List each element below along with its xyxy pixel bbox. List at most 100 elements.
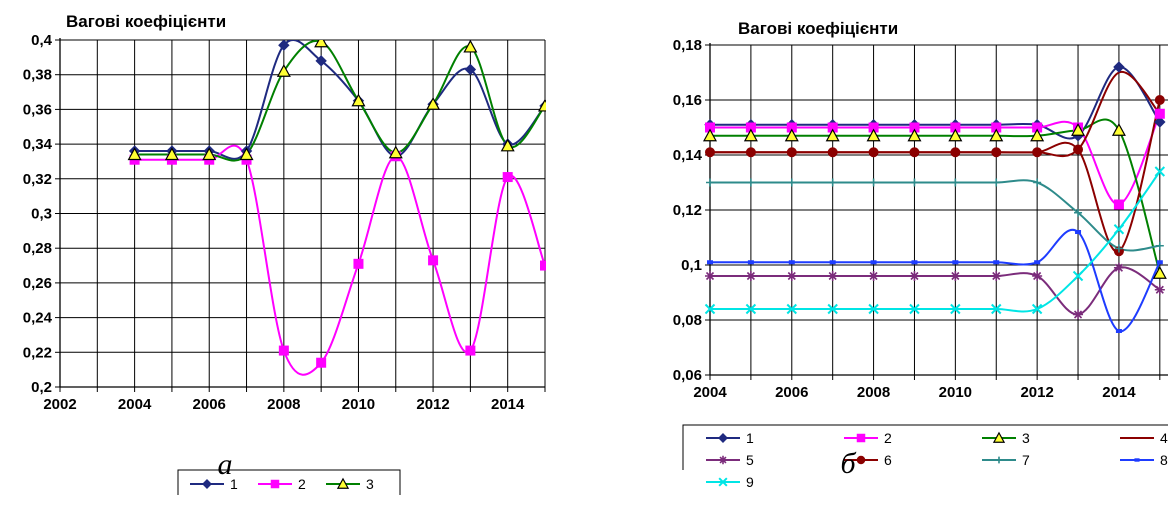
data-point-series-5 xyxy=(1073,309,1084,320)
data-point-series-2 xyxy=(502,172,513,183)
data-point-series-3 xyxy=(127,147,142,161)
data-point-series-6 xyxy=(909,147,920,158)
data-point-series-5 xyxy=(1154,284,1165,295)
series-line-8 xyxy=(710,228,1161,333)
data-point-series-8 xyxy=(1115,329,1122,333)
legend-label-2: 2 xyxy=(884,430,892,446)
legend-label-1: 1 xyxy=(230,476,238,492)
data-point-series-7 xyxy=(1074,208,1083,217)
data-point-series-6 xyxy=(827,147,838,158)
data-point-series-9 xyxy=(786,303,797,315)
data-point-series-3 xyxy=(500,138,515,152)
data-point-series-3 xyxy=(825,128,840,142)
data-point-series-7 xyxy=(951,178,960,187)
data-point-series-8 xyxy=(870,260,877,265)
data-point-series-3 xyxy=(702,128,718,142)
data-point-series-2 xyxy=(428,255,439,266)
data-point-series-2 xyxy=(868,122,879,133)
legend-marker-2 xyxy=(856,433,866,443)
x-tick-label: 2010 xyxy=(939,384,972,401)
data-point-series-7 xyxy=(787,178,796,187)
y-tick-label: 0,24 xyxy=(23,310,53,327)
x-tick-label: 2002 xyxy=(43,396,76,413)
data-point-series-9 xyxy=(1154,166,1166,177)
x-tick-label: 2014 xyxy=(491,396,525,413)
legend-marker-6 xyxy=(856,455,866,465)
data-point-series-1 xyxy=(1154,116,1166,128)
data-point-series-1 xyxy=(315,55,327,67)
legend-label-3: 3 xyxy=(1022,430,1030,446)
data-point-series-5 xyxy=(1032,271,1043,281)
legend-marker-3 xyxy=(336,477,350,489)
x-tick-label: 2004 xyxy=(118,396,152,413)
data-point-series-1 xyxy=(464,63,477,76)
data-point-series-8 xyxy=(1075,230,1082,234)
legend-marker-2 xyxy=(270,479,280,489)
data-point-series-5 xyxy=(868,271,879,281)
data-point-series-3 xyxy=(314,40,329,48)
x-tick-label: 2006 xyxy=(193,396,226,413)
legend-label-7: 7 xyxy=(1022,452,1030,468)
data-point-series-7 xyxy=(706,178,714,187)
legend-label-3: 3 xyxy=(366,476,374,492)
y-tick-label: 0,28 xyxy=(23,240,52,257)
data-point-series-7 xyxy=(992,178,1001,187)
data-point-series-2 xyxy=(465,345,476,356)
data-point-series-6 xyxy=(705,147,715,158)
data-point-series-9 xyxy=(991,303,1002,315)
x-tick-label: 2014 xyxy=(1102,384,1136,401)
x-tick-label: 2006 xyxy=(775,384,808,401)
data-point-series-8 xyxy=(952,260,959,265)
data-point-series-3 xyxy=(1111,122,1126,136)
data-point-series-3 xyxy=(784,128,799,142)
data-point-series-3 xyxy=(537,98,546,112)
data-point-series-9 xyxy=(1113,224,1125,235)
data-point-series-8 xyxy=(747,260,754,265)
data-point-series-3 xyxy=(463,40,478,53)
data-point-series-2 xyxy=(1154,108,1165,119)
y-tick-label: 0,34 xyxy=(23,136,53,153)
data-point-series-6 xyxy=(1032,147,1043,158)
legend-marker-5 xyxy=(718,455,728,465)
series-line-3 xyxy=(134,40,546,162)
legend-marker-1 xyxy=(718,433,728,443)
y-tick-label: 0,36 xyxy=(23,101,52,118)
data-point-series-8 xyxy=(1034,260,1041,265)
data-point-series-9 xyxy=(1031,303,1043,315)
data-point-series-6 xyxy=(950,147,961,158)
data-point-series-2 xyxy=(786,122,797,133)
legend-label-2: 2 xyxy=(298,476,306,492)
x-tick-label: 2004 xyxy=(693,384,727,401)
data-point-series-3 xyxy=(1152,265,1167,279)
y-tick-label: 0,4 xyxy=(31,32,53,49)
data-point-series-5 xyxy=(827,271,838,281)
data-point-series-6 xyxy=(991,147,1002,158)
data-point-series-9 xyxy=(704,303,716,315)
data-point-series-8 xyxy=(911,260,918,265)
data-point-series-2 xyxy=(909,122,920,133)
data-point-series-8 xyxy=(788,260,795,265)
legend-marker-1 xyxy=(202,479,212,489)
legend-label-1: 1 xyxy=(746,430,754,446)
x-tick-label: 2012 xyxy=(1020,384,1053,401)
data-point-series-2 xyxy=(316,357,327,368)
y-tick-label: 0,32 xyxy=(23,171,52,188)
data-point-series-1 xyxy=(1113,61,1125,73)
data-point-series-3 xyxy=(202,147,217,161)
data-point-series-5 xyxy=(991,271,1002,281)
series-line-2 xyxy=(134,144,546,376)
legend-label-9: 9 xyxy=(746,474,754,490)
data-point-series-7 xyxy=(910,178,919,187)
legend: 1 2 3 xyxy=(177,469,401,495)
data-point-series-7 xyxy=(1155,241,1164,250)
data-point-series-8 xyxy=(1156,260,1163,265)
data-point-series-3 xyxy=(388,145,403,159)
data-point-series-2 xyxy=(991,122,1002,133)
data-point-series-5 xyxy=(786,271,797,281)
legend-marker-3 xyxy=(992,431,1006,443)
data-point-series-5 xyxy=(950,271,961,281)
x-tick-label: 2008 xyxy=(267,396,300,413)
data-point-series-2 xyxy=(1113,199,1124,210)
legend-label-8: 8 xyxy=(1160,452,1168,468)
